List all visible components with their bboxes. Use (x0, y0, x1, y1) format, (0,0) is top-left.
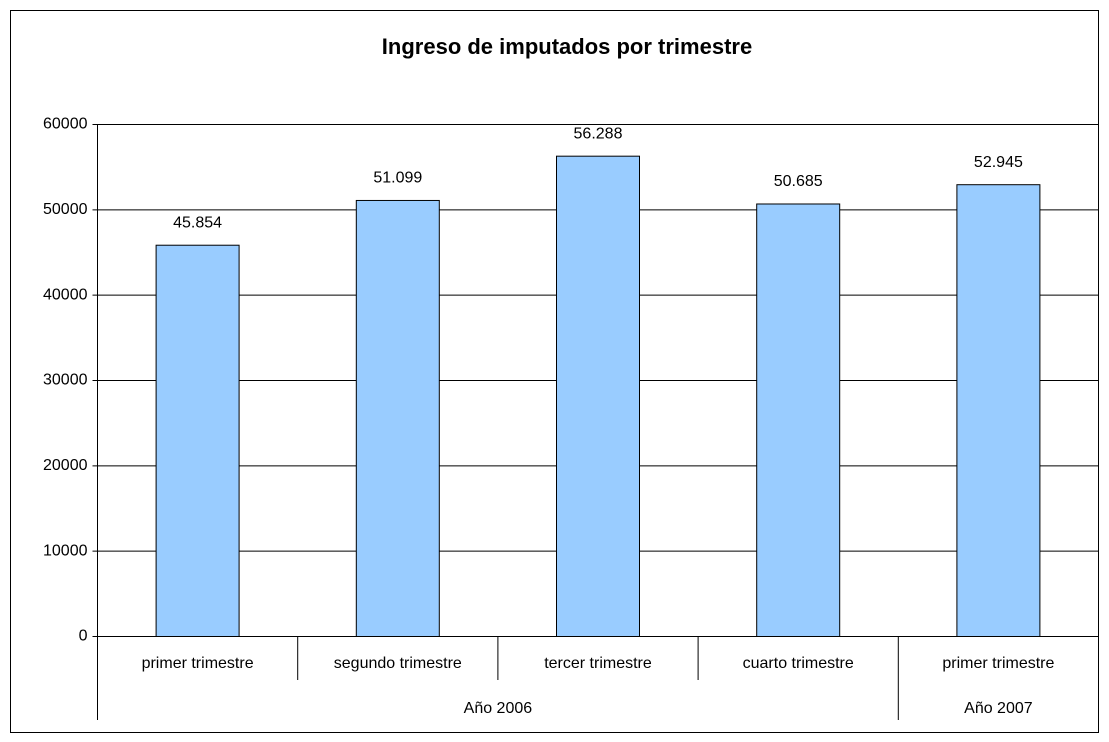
bar (756, 203, 841, 637)
value-label: 56.288 (574, 125, 623, 142)
value-label: 45.854 (173, 214, 222, 231)
y-tick-label: 20000 (43, 457, 88, 474)
group-label: Año 2006 (464, 700, 533, 717)
chart-title: Ingreso de imputados por trimestre (382, 34, 752, 59)
y-tick-label: 30000 (43, 372, 88, 389)
value-label: 50.685 (774, 173, 823, 190)
bar (155, 244, 240, 638)
bar (355, 199, 440, 637)
y-tick-label: 60000 (43, 116, 88, 133)
group-label: Año 2007 (964, 700, 1033, 717)
value-label: 51.099 (373, 170, 422, 187)
y-tick-label: 0 (79, 628, 88, 645)
bar (556, 155, 640, 638)
y-tick-label: 40000 (43, 286, 88, 303)
bar (956, 184, 1041, 637)
x-tick-label: segundo trimestre (334, 655, 462, 672)
x-tick-label: cuarto trimestre (743, 655, 854, 672)
y-tick-label: 10000 (43, 542, 88, 559)
x-tick-label: primer trimestre (142, 655, 254, 672)
y-tick-label: 50000 (43, 201, 88, 218)
x-tick-label: primer trimestre (942, 655, 1054, 672)
value-label: 52.945 (974, 154, 1023, 171)
x-tick-label: tercer trimestre (544, 655, 652, 672)
